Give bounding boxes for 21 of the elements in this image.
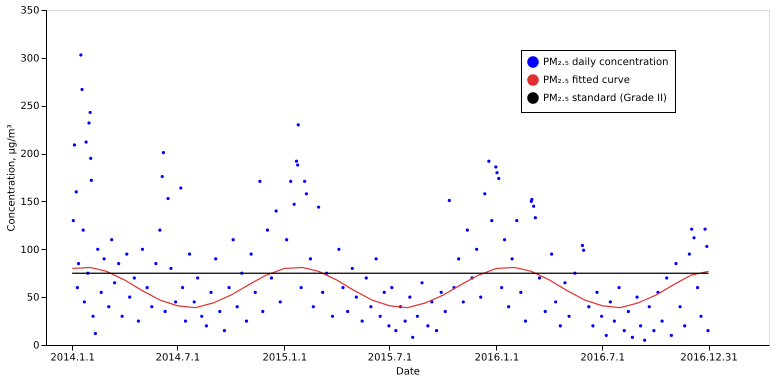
x-tick-label: 2016.7.1 xyxy=(580,352,625,364)
legend-label: PM₂.₅ fitted curve xyxy=(543,75,630,86)
x-tick-label: 2015.7.1 xyxy=(368,352,412,364)
y-axis-title: Concentration, μg/m³ xyxy=(6,124,18,232)
x-axis-title: Date xyxy=(396,366,420,378)
line-series xyxy=(72,266,710,308)
y-tick-label: 350 xyxy=(20,6,40,16)
y-tick-label: 0 xyxy=(33,340,40,352)
y-tick-label: 50 xyxy=(26,292,40,304)
legend-label: PM₂.₅ standard (Grade II) xyxy=(543,93,668,104)
x-tick-label: 2016.12.31 xyxy=(680,352,738,364)
x-tick-label: 2015.1.1 xyxy=(262,352,308,364)
y-tick-label: 200 xyxy=(20,149,40,160)
x-tick-label: 2014.1.1 xyxy=(50,352,95,364)
x-tick-label: 2014.7.1 xyxy=(156,352,200,364)
y-tick-label: 100 xyxy=(20,244,40,256)
x-tick-label: 2016.1.1 xyxy=(474,352,520,364)
y-tick-label: 150 xyxy=(20,196,40,208)
legend-label: PM₂.₅ daily concentration xyxy=(543,57,668,68)
y-tick-label: 250 xyxy=(20,101,40,112)
y-tick-label: 300 xyxy=(20,53,40,64)
